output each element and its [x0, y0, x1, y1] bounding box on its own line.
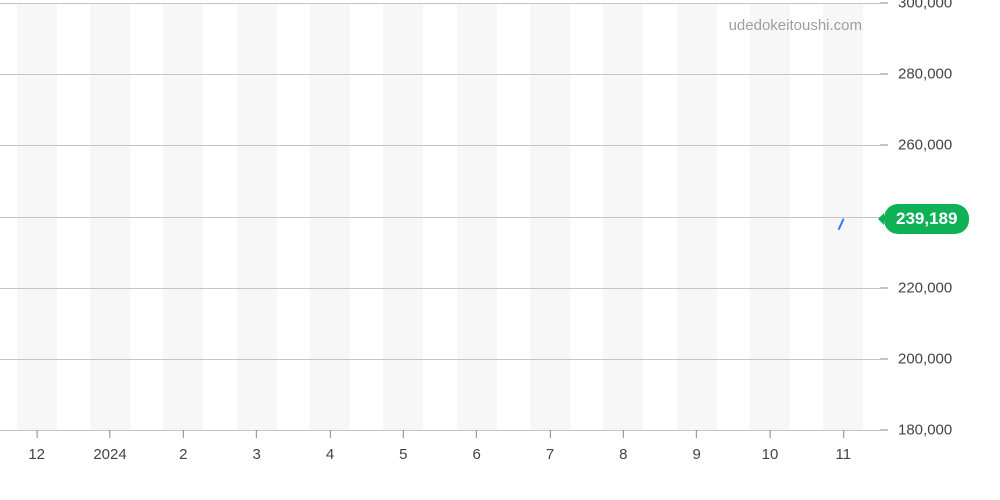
x-tick-label: 2 — [179, 446, 187, 463]
y-tick-mark — [880, 430, 888, 431]
x-tick: 2 — [179, 430, 187, 463]
x-tick-mark — [476, 430, 477, 438]
x-tick: 5 — [399, 430, 407, 463]
x-tick: 8 — [619, 430, 627, 463]
x-tick-mark — [110, 430, 111, 438]
x-tick-mark — [183, 430, 184, 438]
value-badge: 239,189 — [884, 204, 969, 234]
gridline — [0, 288, 880, 289]
x-tick: 4 — [326, 430, 334, 463]
watermark: udedokeitoushi.com — [729, 17, 862, 34]
x-tick-mark — [330, 430, 331, 438]
x-tick-label: 6 — [472, 446, 480, 463]
y-tick-mark — [880, 287, 888, 288]
x-tick-label: 2024 — [93, 446, 126, 463]
y-tick-label: 180,000 — [898, 422, 952, 439]
x-tick-label: 9 — [692, 446, 700, 463]
chart-plot-area — [0, 3, 880, 430]
x-tick-label: 3 — [252, 446, 260, 463]
x-tick: 2024 — [93, 430, 126, 463]
gridline — [0, 145, 880, 146]
x-tick-mark — [696, 430, 697, 438]
y-tick-mark — [880, 145, 888, 146]
x-tick-label: 4 — [326, 446, 334, 463]
gridline — [0, 217, 880, 218]
y-tick: 280,000 — [880, 66, 952, 83]
x-tick-mark — [550, 430, 551, 438]
x-tick-label: 10 — [762, 446, 779, 463]
y-tick: 220,000 — [880, 279, 952, 296]
y-tick: 260,000 — [880, 137, 952, 154]
x-tick-mark — [36, 430, 37, 438]
x-tick: 6 — [472, 430, 480, 463]
y-tick-label: 260,000 — [898, 137, 952, 154]
x-tick: 9 — [692, 430, 700, 463]
x-tick-label: 8 — [619, 446, 627, 463]
x-tick-mark — [256, 430, 257, 438]
gridline — [0, 359, 880, 360]
x-tick: 11 — [836, 430, 852, 463]
x-axis: 12 2024 2 3 4 5 6 7 8 9 10 11 — [0, 430, 880, 470]
x-tick-mark — [770, 430, 771, 438]
x-tick-label: 11 — [836, 446, 852, 463]
x-tick-label: 5 — [399, 446, 407, 463]
x-tick-mark — [623, 430, 624, 438]
watermark-text: udedokeitoushi.com — [729, 17, 862, 34]
y-tick-label: 220,000 — [898, 279, 952, 296]
x-tick-mark — [843, 430, 844, 438]
y-tick-label: 300,000 — [898, 0, 952, 12]
y-tick-label: 200,000 — [898, 350, 952, 367]
gridline — [0, 74, 880, 75]
x-tick-mark — [403, 430, 404, 438]
x-tick-label: 12 — [28, 446, 45, 463]
y-tick: 300,000 — [880, 0, 952, 12]
x-tick: 12 — [28, 430, 45, 463]
y-tick-mark — [880, 74, 888, 75]
y-tick-mark — [880, 3, 888, 4]
value-badge-text: 239,189 — [896, 209, 957, 228]
x-tick: 10 — [762, 430, 779, 463]
y-tick: 180,000 — [880, 422, 952, 439]
x-tick-label: 7 — [546, 446, 554, 463]
gridline — [0, 3, 880, 4]
y-tick-label: 280,000 — [898, 66, 952, 83]
y-tick-mark — [880, 358, 888, 359]
x-tick: 3 — [252, 430, 260, 463]
y-tick: 200,000 — [880, 350, 952, 367]
x-tick: 7 — [546, 430, 554, 463]
